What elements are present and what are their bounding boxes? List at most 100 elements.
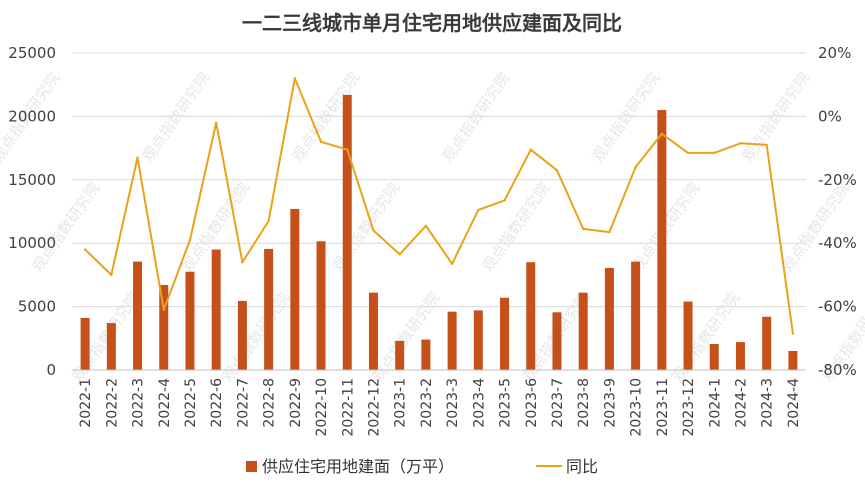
line-point [529,148,532,151]
x-tick-label: 2022-3 [131,378,147,428]
bar [290,208,300,370]
y-left-tick-label: 15000 [8,171,56,189]
line-point [477,208,480,212]
line-point [791,332,795,335]
bar [133,261,143,370]
bar [342,94,352,371]
watermark-text: 观点指数研究院 [68,289,143,385]
watermark-text: 观点指数研究院 [288,69,363,165]
line-point [765,143,768,147]
bar [762,316,772,370]
line-point [660,132,664,136]
y-right-tick-label: -40% [818,234,857,252]
line-point [686,151,690,155]
watermark-text: 观点指数研究院 [588,69,663,165]
bar [106,323,116,370]
x-tick-label: 2023-3 [445,378,461,428]
bar [526,262,536,370]
line-point [713,151,716,155]
bar [237,300,247,370]
watermark-text: 观点指数研究院 [668,289,743,385]
line-point [241,261,244,264]
x-tick-label: 2023-1 [393,378,409,428]
line-point [346,148,349,151]
x-tick-label: 2023-7 [550,378,566,428]
x-tick-label: 2022-12 [366,378,382,437]
line-point [739,142,742,145]
y-left-tick-label: 20000 [8,107,56,125]
y-right-tick-label: 0% [818,107,842,125]
x-tick-label: 2023-6 [524,378,540,428]
bar [500,297,510,370]
bar [473,310,483,370]
x-tick-label: 2024-3 [760,378,776,428]
x-tick-label: 2022-2 [104,378,120,428]
watermark-text: 观点指数研究院 [738,69,813,165]
x-tick-label: 2024-4 [786,378,802,428]
bar [604,267,614,370]
x-tick-label: 2023-2 [419,378,435,428]
bar [185,271,195,370]
bar [578,292,588,370]
watermark-text: 观点指数研究院 [328,179,403,275]
line-point [608,230,611,234]
bar [395,340,405,370]
y-left-tick-label: 0 [46,361,56,379]
bar [447,311,457,370]
y-right-tick-label: -20% [818,171,857,189]
bar [159,285,169,370]
line-point [424,224,428,227]
line-series [83,77,795,335]
line-point [581,227,585,231]
axes: 0 -80% 5000 -60% 10000 -40% 15000 -20% 20000 0% 25… [8,44,856,437]
x-tick-label: 2023-4 [471,378,487,428]
watermark-text: 观点指数研究院 [138,69,213,165]
y-right-tick-label: 20% [818,44,851,62]
x-tick-label: 2024-2 [733,378,749,428]
line-point [555,169,559,172]
watermark-text: 观点指数研究院 [368,289,443,385]
y-left-tick-label: 10000 [8,234,56,252]
x-tick-label: 2022-5 [183,378,199,428]
bar [80,318,90,370]
x-tick-label: 2022-10 [314,378,330,437]
x-tick-label: 2023-12 [681,378,697,437]
bar [368,292,378,370]
x-tick-label: 2023-8 [576,378,592,428]
x-tick-label: 2022-8 [262,378,278,428]
x-tick-label: 2022-1 [78,378,94,428]
line-point [110,273,113,277]
line-point [214,121,218,124]
x-tick-label: 2023-5 [498,378,514,428]
bar [683,301,693,370]
chart-title: 一二三线城市单月住宅用地供应建面及同比 [242,11,622,35]
legend-bar-swatch [246,461,257,472]
legend-line-label: 同比 [566,457,598,476]
bar [316,241,326,370]
line-point [372,229,375,232]
line-point [319,140,323,143]
y-left-tick-label: 5000 [18,298,56,316]
x-tick-label: 2024-1 [707,378,723,428]
line-point [83,248,87,251]
x-tick-label: 2022-6 [209,378,225,428]
x-tick-label: 2022-7 [235,378,251,428]
line-point [162,308,165,311]
line-point [293,77,297,80]
bar [421,339,431,370]
watermark-text: 观点指数研究院 [28,179,103,275]
line-point [136,156,139,159]
x-tick-label: 2023-9 [602,378,618,428]
y-right-tick-label: -80% [818,361,857,379]
line-series-path [84,77,794,334]
line-point [450,262,454,266]
watermark-text: 观点指数研究院 [438,69,513,165]
x-tick-label: 2022-11 [340,378,356,437]
legend-bar-label: 供应住宅用地建面（万平） [262,457,454,476]
line-point [634,165,637,169]
legend: 供应住宅用地建面（万平） 同比 [246,457,598,476]
line-point [398,253,401,256]
x-tick-label: 2023-10 [629,378,645,437]
line-point [503,199,506,202]
